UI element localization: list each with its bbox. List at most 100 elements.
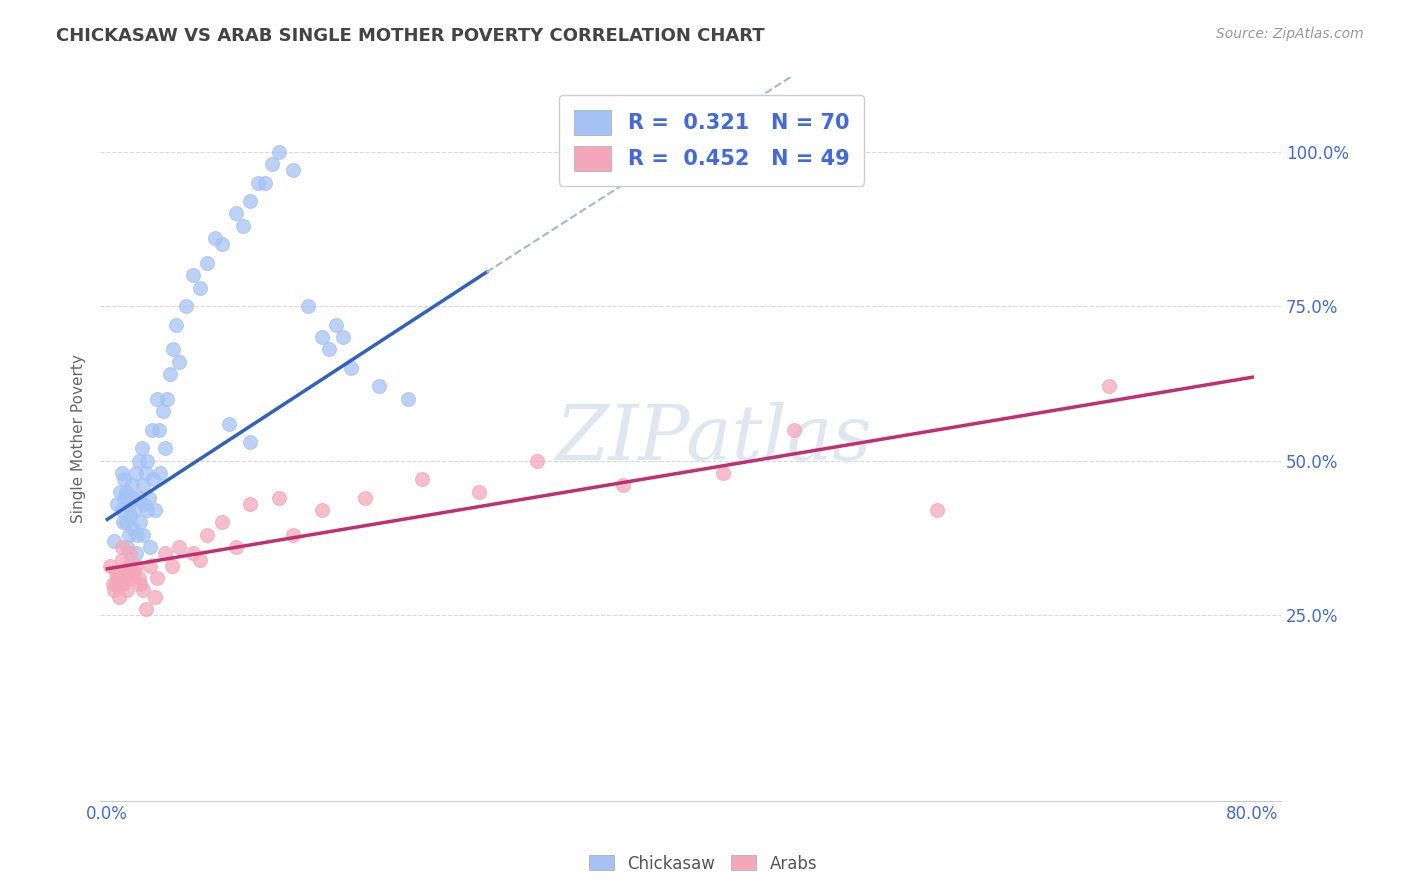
Point bbox=[165, 318, 187, 332]
Point bbox=[114, 565, 136, 579]
Point bbox=[118, 558, 141, 573]
Point bbox=[128, 453, 150, 467]
Point bbox=[115, 516, 138, 530]
Point bbox=[1098, 379, 1121, 393]
Point bbox=[188, 552, 211, 566]
Point bbox=[211, 237, 233, 252]
Text: Source: ZipAtlas.com: Source: ZipAtlas.com bbox=[1216, 27, 1364, 41]
Point bbox=[114, 472, 136, 486]
Point bbox=[125, 558, 148, 573]
Point bbox=[134, 497, 156, 511]
Point bbox=[129, 577, 152, 591]
Point bbox=[103, 534, 125, 549]
Point bbox=[197, 528, 219, 542]
Point bbox=[108, 484, 131, 499]
Point bbox=[711, 466, 734, 480]
Point bbox=[204, 231, 226, 245]
Point bbox=[239, 435, 262, 450]
Point bbox=[152, 404, 174, 418]
Point bbox=[131, 442, 153, 456]
Point bbox=[118, 497, 141, 511]
Point bbox=[162, 343, 184, 357]
Point bbox=[122, 522, 145, 536]
Point bbox=[181, 546, 204, 560]
Point bbox=[128, 491, 150, 505]
Point bbox=[239, 497, 262, 511]
Point bbox=[218, 417, 240, 431]
Point bbox=[120, 546, 142, 560]
Point bbox=[143, 503, 166, 517]
Y-axis label: Single Mother Poverty: Single Mother Poverty bbox=[72, 355, 86, 524]
Point bbox=[267, 145, 290, 159]
Point bbox=[246, 176, 269, 190]
Point bbox=[112, 577, 135, 591]
Text: ZIPatlas: ZIPatlas bbox=[555, 402, 873, 476]
Point bbox=[927, 503, 949, 517]
Legend: Chickasaw, Arabs: Chickasaw, Arabs bbox=[582, 848, 824, 880]
Point bbox=[167, 355, 190, 369]
Point bbox=[136, 503, 159, 517]
Point bbox=[127, 528, 149, 542]
Point bbox=[188, 280, 211, 294]
Point bbox=[197, 256, 219, 270]
Point bbox=[283, 163, 305, 178]
Point bbox=[105, 571, 128, 585]
Point bbox=[267, 491, 290, 505]
Point bbox=[104, 565, 127, 579]
Point bbox=[122, 571, 145, 585]
Point bbox=[260, 157, 283, 171]
Point bbox=[143, 590, 166, 604]
Point bbox=[107, 590, 129, 604]
Point bbox=[120, 509, 142, 524]
Point bbox=[612, 478, 634, 492]
Point bbox=[135, 602, 157, 616]
Point bbox=[325, 318, 347, 332]
Point bbox=[297, 299, 319, 313]
Point bbox=[526, 453, 548, 467]
Point bbox=[239, 194, 262, 208]
Point bbox=[103, 583, 125, 598]
Point bbox=[104, 577, 127, 591]
Point bbox=[311, 330, 333, 344]
Point bbox=[110, 466, 132, 480]
Point bbox=[283, 528, 305, 542]
Point bbox=[354, 491, 377, 505]
Point bbox=[110, 552, 132, 566]
Point bbox=[368, 379, 391, 393]
Point bbox=[153, 546, 176, 560]
Point bbox=[232, 219, 254, 233]
Point bbox=[136, 453, 159, 467]
Point bbox=[125, 466, 148, 480]
Point bbox=[146, 392, 169, 406]
Point bbox=[98, 558, 121, 573]
Point bbox=[149, 466, 172, 480]
Point bbox=[132, 528, 155, 542]
Point bbox=[124, 565, 146, 579]
Legend: R =  0.321   N = 70, R =  0.452   N = 49: R = 0.321 N = 70, R = 0.452 N = 49 bbox=[560, 95, 865, 186]
Point bbox=[225, 206, 247, 220]
Point bbox=[129, 516, 152, 530]
Point bbox=[156, 392, 179, 406]
Point bbox=[139, 558, 162, 573]
Point bbox=[167, 540, 190, 554]
Point bbox=[114, 491, 136, 505]
Point bbox=[311, 503, 333, 517]
Point bbox=[122, 491, 145, 505]
Point bbox=[339, 360, 361, 375]
Point bbox=[125, 546, 148, 560]
Text: CHICKASAW VS ARAB SINGLE MOTHER POVERTY CORRELATION CHART: CHICKASAW VS ARAB SINGLE MOTHER POVERTY … bbox=[56, 27, 765, 45]
Point bbox=[135, 466, 157, 480]
Point bbox=[118, 528, 141, 542]
Point bbox=[110, 540, 132, 554]
Point bbox=[112, 516, 135, 530]
Point bbox=[132, 478, 155, 492]
Point bbox=[396, 392, 419, 406]
Point bbox=[181, 268, 204, 283]
Point bbox=[105, 497, 128, 511]
Point bbox=[115, 484, 138, 499]
Point bbox=[108, 577, 131, 591]
Point bbox=[148, 423, 170, 437]
Point bbox=[211, 516, 233, 530]
Point bbox=[124, 503, 146, 517]
Point bbox=[110, 503, 132, 517]
